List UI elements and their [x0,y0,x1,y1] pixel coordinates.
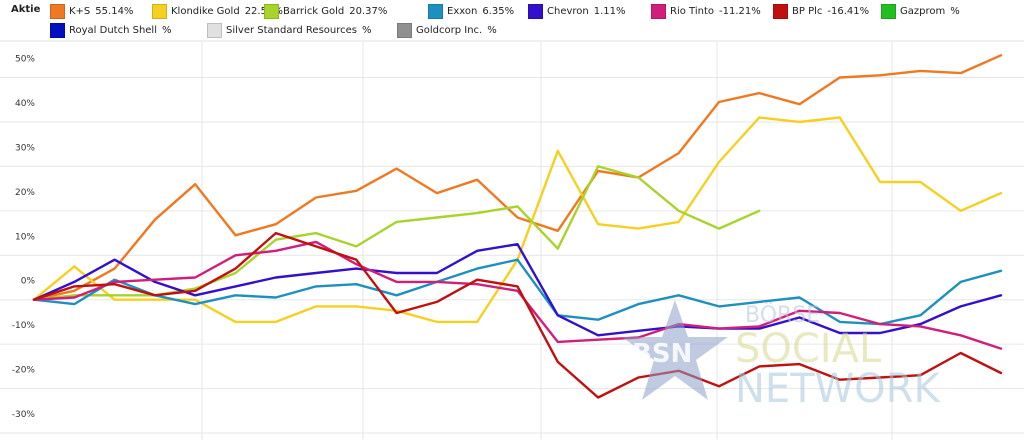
legend-series-name: Exxon [447,5,478,17]
legend-item[interactable]: Silver Standard Resources% [207,22,372,38]
legend-series-name: Royal Dutch Shell [69,24,157,36]
legend-item[interactable]: Goldcorp Inc.% [397,22,497,38]
legend-swatch [50,22,65,38]
legend-series-name: Rio Tinto [670,5,714,17]
series-line-k-s[interactable] [32,54,1003,301]
y-tick-label: 0% [21,277,36,287]
legend-swatch [881,3,896,19]
legend-swatch [428,3,443,19]
legend-swatch [50,3,65,19]
legend-item[interactable]: Barrick Gold 20.37% [264,3,388,19]
legend-series-name: BP Plc [792,5,823,17]
legend-series-value: 22.50% [245,6,283,17]
series-line-chevron[interactable] [32,242,1003,337]
legend-item[interactable]: K+S 55.14% [50,3,134,19]
legend-series-value: % [362,24,372,36]
legend-series-value: % [162,24,172,36]
legend-swatch [773,3,788,19]
y-tick-label: -20% [12,366,36,376]
legend-series-value: % [487,24,497,36]
legend-series-name: Silver Standard Resources [226,24,358,36]
series-line-exxon[interactable] [32,258,1003,326]
legend-series-name: Klondike Gold [171,5,240,17]
legend-swatch [152,3,167,19]
legend-series-value: 55.14% [95,5,134,17]
legend-series-value: % [950,5,960,17]
y-tick-label: -10% [12,321,36,331]
legend-series-value: -16.41% [827,5,870,17]
y-tick-label: 10% [15,232,35,242]
legend-swatch [264,3,279,19]
legend-series-name: Gazprom [900,5,946,17]
legend-item[interactable]: Chevron 1.11% [528,3,626,19]
legend-series-name: Chevron [547,5,589,17]
legend-item[interactable]: BP Plc -16.41% [773,3,870,19]
legend-series-value: 1.11% [593,5,626,17]
legend-item[interactable]: Gazprom% [881,3,960,19]
legend-item[interactable]: Exxon 6.35% [428,3,515,19]
legend-item[interactable]: Rio Tinto -11.21% [651,3,761,19]
y-tick-label: 30% [15,143,35,153]
legend-swatch [397,22,412,38]
legend-swatch [651,3,666,19]
legend-series-name: Goldcorp Inc. [416,24,483,36]
legend-item[interactable]: Klondike Gold 22.50% [152,3,283,19]
series-line-rio-tinto[interactable] [32,240,1003,350]
legend-item[interactable]: Royal Dutch Shell% [50,22,172,38]
legend-swatch [528,3,543,19]
legend-series-value: -11.21% [718,5,761,17]
y-tick-label: 50% [15,55,35,65]
legend-series-name: K+S [69,5,91,17]
legend: Aktie K+S 55.14% Klondike Gold 22.50%Barric… [0,0,1024,40]
legend-swatch [207,22,222,38]
legend-title: Aktie [11,4,41,15]
y-tick-label: -30% [12,410,36,420]
legend-series-name: Barrick Gold [283,5,345,17]
y-tick-label: 20% [15,188,35,198]
y-tick-label: 40% [15,99,35,109]
legend-series-value: 6.35% [482,5,515,17]
series-line-bp-plc[interactable] [32,231,1003,399]
legend-series-value: 20.37% [349,5,388,17]
